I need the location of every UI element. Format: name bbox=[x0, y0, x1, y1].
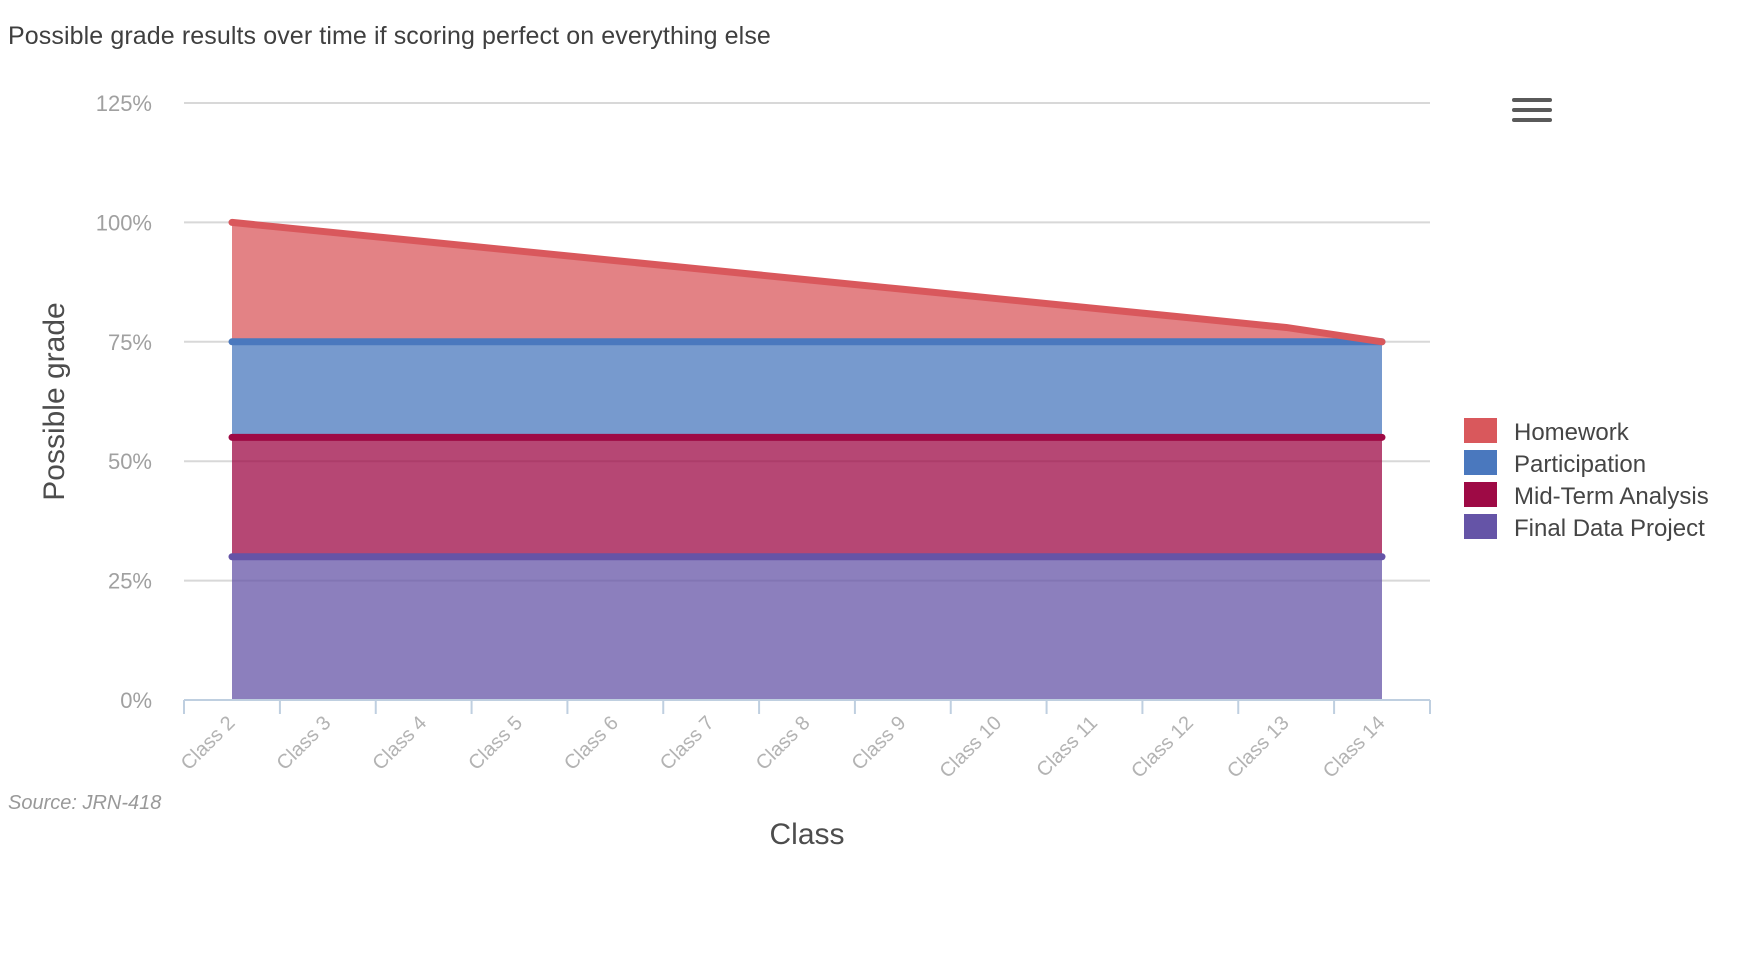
x-tick-label: Class 12 bbox=[1127, 712, 1198, 783]
legend-item-mid-term-analysis[interactable]: Mid-Term Analysis bbox=[1464, 482, 1709, 510]
x-tick-label: Class 14 bbox=[1319, 712, 1390, 783]
legend-swatch bbox=[1464, 514, 1497, 539]
x-tick-label: Class 4 bbox=[368, 712, 431, 775]
legend-item-final-data-project[interactable]: Final Data Project bbox=[1464, 514, 1705, 542]
y-tick-label: 0% bbox=[120, 688, 152, 713]
legend-label: Homework bbox=[1514, 419, 1630, 446]
x-tick-label: Class 5 bbox=[464, 712, 527, 775]
legend-layer: Homework Participation Mid-Term Analysis Fi… bbox=[1464, 418, 1709, 542]
x-tick-label: Class 3 bbox=[273, 712, 336, 775]
legend-item-participation[interactable]: Participation bbox=[1464, 450, 1646, 478]
y-tick-label: 25% bbox=[108, 569, 152, 594]
y-tick-label: 75% bbox=[108, 330, 152, 355]
chart-title: Possible grade results over time if scor… bbox=[8, 22, 771, 50]
legend-label: Participation bbox=[1514, 451, 1646, 478]
y-tick-label: 100% bbox=[96, 210, 152, 235]
menu-icon-line bbox=[1512, 98, 1552, 102]
area-final-data-project bbox=[232, 556, 1382, 700]
legend-label: Mid-Term Analysis bbox=[1514, 483, 1709, 510]
x-tick-label: Class 2 bbox=[177, 712, 240, 775]
y-tick-label: 125% bbox=[96, 91, 152, 116]
x-tick-label: Class 6 bbox=[560, 712, 623, 775]
area-mid-term-analysis bbox=[232, 437, 1382, 557]
legend-swatch bbox=[1464, 482, 1497, 507]
x-tick-label: Class 11 bbox=[1033, 712, 1103, 782]
legend-item-homework[interactable]: Homework bbox=[1464, 418, 1630, 446]
series-line-homework bbox=[228, 218, 1386, 346]
menu-icon-line bbox=[1512, 118, 1552, 122]
y-tick-label: 50% bbox=[108, 449, 152, 474]
series-areas-layer bbox=[232, 222, 1382, 700]
legend-label: Final Data Project bbox=[1514, 515, 1705, 542]
x-tick-label: Class 10 bbox=[936, 712, 1007, 783]
x-tick-label: Class 8 bbox=[752, 712, 815, 775]
x-tick-label: Class 9 bbox=[848, 712, 911, 775]
legend-swatch bbox=[1464, 450, 1497, 475]
x-axis-title: Class bbox=[769, 818, 844, 851]
series-lines-layer bbox=[228, 218, 1386, 561]
x-tick-label: Class 7 bbox=[656, 712, 719, 775]
legend-swatch bbox=[1464, 418, 1497, 443]
menu-icon-line bbox=[1512, 108, 1552, 112]
area-participation bbox=[232, 341, 1382, 438]
x-tick-label: Class 13 bbox=[1223, 712, 1294, 783]
y-axis-title: Possible grade bbox=[38, 302, 71, 500]
hamburger-menu-icon[interactable] bbox=[1512, 98, 1552, 128]
chart-source: Source: JRN-418 bbox=[8, 792, 162, 814]
